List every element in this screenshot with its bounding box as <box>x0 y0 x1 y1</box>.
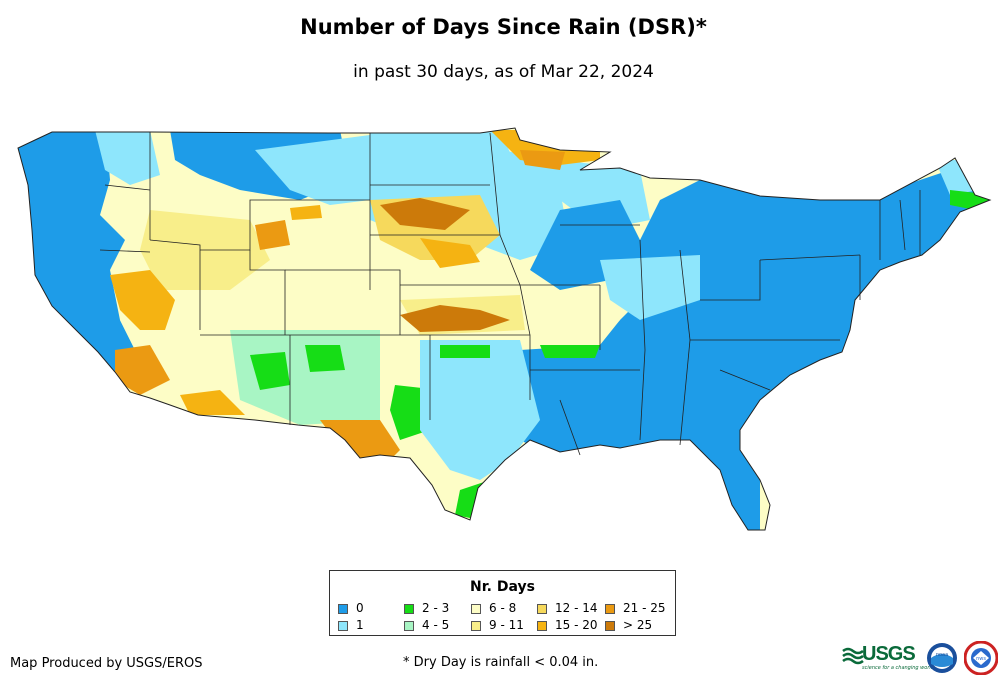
zone-ar-2 <box>540 345 600 358</box>
legend-label: 4 - 5 <box>422 618 450 632</box>
legend-label: 2 - 3 <box>422 601 450 615</box>
zone-north-15 <box>490 130 600 165</box>
state-boundaries <box>99 132 921 456</box>
legend-label: 21 - 25 <box>623 601 666 615</box>
legend-label: 1 <box>356 618 364 632</box>
legend-swatch <box>471 620 481 631</box>
legend-label: 15 - 20 <box>555 618 598 632</box>
agency-logos: USGS science for a changing world noaa n… <box>840 640 1005 680</box>
legend-label: > 25 <box>623 618 653 632</box>
legend-item-3: 4 - 5 <box>404 619 449 631</box>
legend-label: 0 <box>356 601 364 615</box>
zone-nebraska-25 <box>380 198 470 230</box>
usgs-wave-icon <box>842 647 864 665</box>
zone-az-15 <box>180 390 245 415</box>
legend-title: Nr. Days <box>470 579 535 595</box>
zone-wy-15 <box>290 205 322 220</box>
usgs-tagline: science for a changing world <box>862 665 934 671</box>
legend-item-5: 9 - 11 <box>471 619 524 631</box>
dry-day-footnote: * Dry Day is rainfall < 0.04 in. <box>403 655 599 670</box>
zone-idaho-21 <box>255 220 290 250</box>
legend-label: 12 - 14 <box>555 601 598 615</box>
legend-label: 6 - 8 <box>489 601 517 615</box>
us-dsr-map <box>17 127 991 531</box>
legend-swatch <box>537 620 547 631</box>
zone-montana-1 <box>255 135 370 205</box>
zone-kansas-21 <box>400 305 510 332</box>
legend-item-2: 2 - 3 <box>404 602 449 614</box>
legend-swatch <box>605 603 615 614</box>
legend-item-7: 15 - 20 <box>537 619 598 631</box>
zone-socal-21 <box>115 345 170 395</box>
zone-north-21 <box>520 150 565 170</box>
noaa-logo-icon: noaa <box>927 643 957 673</box>
legend: Nr. Days 0 1 2 - 3 4 - 5 6 - 8 9 - 11 12… <box>329 570 676 636</box>
zone-tx-1 <box>420 340 540 480</box>
zone-nm-2 <box>250 352 290 390</box>
legend-item-6: 12 - 14 <box>537 602 598 614</box>
nws-logo-icon: nws <box>964 641 998 675</box>
zone-ok-2 <box>440 345 490 358</box>
legend-swatch <box>471 603 481 614</box>
usgs-logo: USGS <box>862 643 916 665</box>
legend-swatch <box>338 620 348 631</box>
legend-swatch <box>404 620 414 631</box>
map-subtitle: in past 30 days, as of Mar 22, 2024 <box>353 62 654 82</box>
legend-item-4: 6 - 8 <box>471 602 516 614</box>
producer-credit: Map Produced by USGS/EROS <box>10 656 203 671</box>
legend-swatch <box>605 620 615 631</box>
legend-swatch <box>537 603 547 614</box>
legend-item-1: 1 <box>338 619 364 631</box>
zone-nm-2b <box>305 345 345 372</box>
legend-swatch <box>404 603 414 614</box>
noaa-logo-text: noaa <box>936 652 948 658</box>
legend-item-0: 0 <box>338 602 364 614</box>
nws-logo-text: nws <box>976 656 986 662</box>
map-title: Number of Days Since Rain (DSR)* <box>300 15 707 39</box>
legend-item-9: > 25 <box>605 619 652 631</box>
legend-label: 9 - 11 <box>489 618 524 632</box>
zone-socal-15 <box>110 270 175 330</box>
zone-nebraska-15 <box>420 238 480 268</box>
legend-swatch <box>338 603 348 614</box>
zone-inlandnw-1 <box>95 130 160 185</box>
zone-midwest-1 <box>600 255 700 320</box>
legend-item-8: 21 - 25 <box>605 602 666 614</box>
